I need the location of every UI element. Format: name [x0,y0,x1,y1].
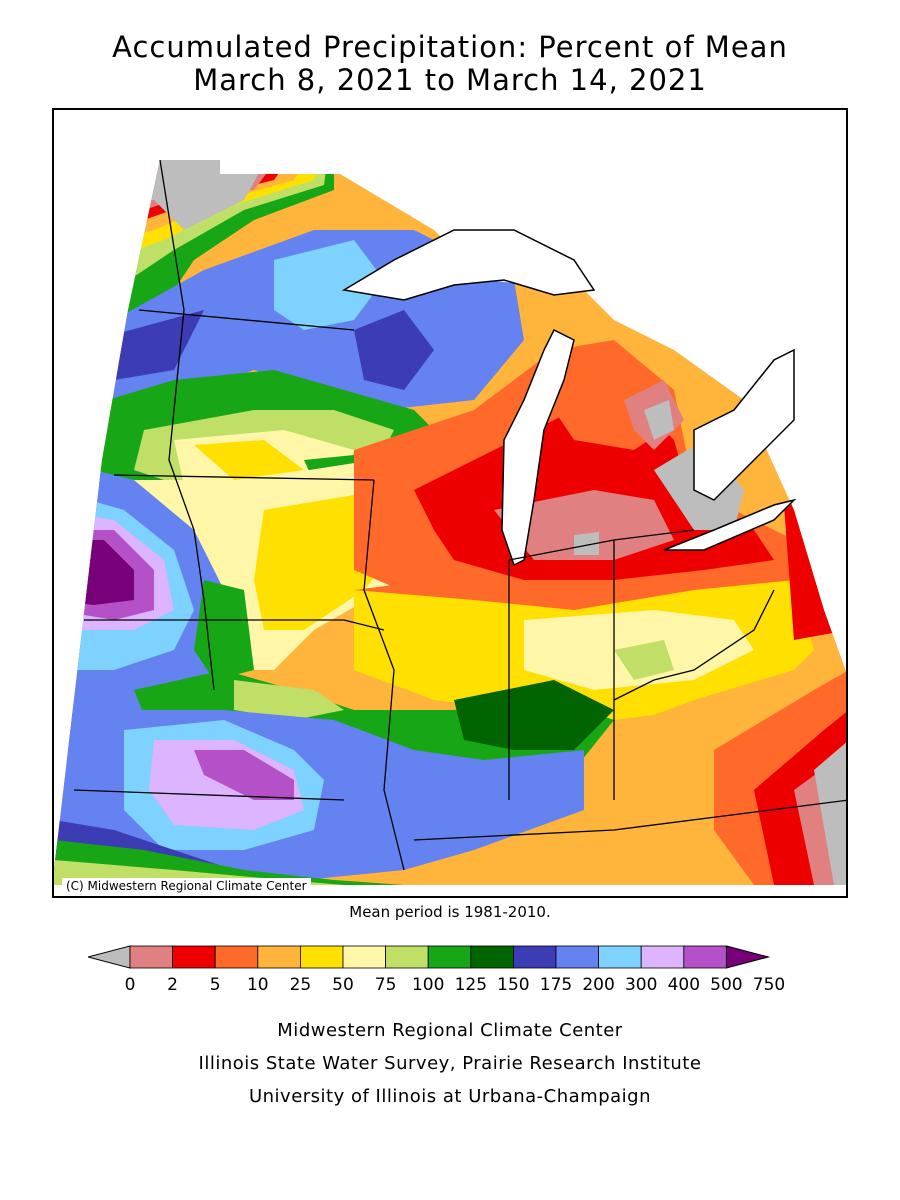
map-copyright: (C) Midwestern Regional Climate Center [62,878,311,894]
map-date-range: March 8, 2021 to March 14, 2021 [193,63,707,97]
legend-tick-label: 25 [289,975,312,995]
legend-tick-label: 175 [539,975,573,995]
legend-tick-label: 200 [582,975,615,995]
legend-arrow-high [725,945,771,969]
lake-superior [341,229,596,301]
legend-tick-label: 5 [209,975,221,995]
legend-tick-label: 50 [332,975,354,995]
legend-swatch [214,945,259,969]
legend-swatch [512,945,557,969]
lake-erie [663,498,797,551]
footer-survey: Illinois State Water Survey, Prairie Res… [198,1053,702,1074]
legend-tick-label: 100 [411,975,445,995]
legend-tick-label: 10 [246,975,269,995]
map-title: Accumulated Precipitation: Percent of Me… [112,30,788,64]
legend-swatch [640,945,685,969]
legend-colorbar [88,945,771,969]
legend-swatch [683,945,727,969]
mean-period-note: Mean period is 1981-2010. [349,903,551,921]
precipitation-fill [54,160,846,885]
legend-tick-label: 75 [374,975,397,995]
legend-tick-label: 300 [624,975,658,995]
legend-tick-label: 2 [167,975,179,995]
footer-university: University of Illinois at Urbana-Champai… [248,1086,652,1107]
precipitation-map: (C) Midwestern Regional Climate Center [52,108,848,898]
legend-swatch [598,945,642,969]
legend-swatch [427,945,472,969]
state-boundaries [73,159,846,871]
footer-organization: Midwestern Regional Climate Center [277,1020,623,1041]
legend-tick-label: 400 [667,975,701,995]
precipitation-map-graphic [54,159,846,885]
legend-swatch [172,945,216,969]
legend-arrow-low [88,945,131,969]
legend-tick-label: 150 [497,975,530,995]
legend-swatch [470,945,514,969]
legend-swatch [299,945,344,969]
legend-swatch [129,945,173,969]
great-lakes [341,229,797,567]
legend-tick-label: 500 [710,975,743,995]
legend-tick-label: 0 [124,975,136,995]
legend-swatch [342,945,386,969]
legend-swatch [385,945,429,969]
legend-tick-label: 125 [454,975,488,995]
lake-huron [693,348,795,501]
legend-swatch [555,945,599,969]
legend-tick-label: 750 [752,975,786,995]
legend-swatch [257,945,301,969]
